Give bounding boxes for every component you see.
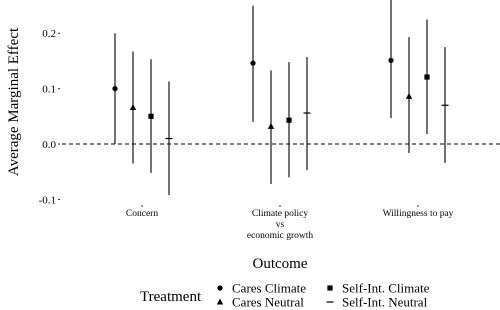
y-tick-label: -0.1 <box>39 194 56 206</box>
point <box>388 57 394 63</box>
point <box>148 113 154 119</box>
point <box>424 74 430 80</box>
point <box>250 60 256 66</box>
point <box>405 92 413 99</box>
point <box>217 285 223 291</box>
point <box>267 122 275 129</box>
legend-title: Treatment <box>140 289 202 305</box>
y-tick-label: 0.2 <box>42 28 56 40</box>
point <box>112 86 118 92</box>
x-axis-title: Outcome <box>253 256 308 272</box>
x-tick-label: Concern <box>126 209 158 219</box>
point <box>129 103 137 110</box>
point <box>327 285 333 291</box>
legend-label: Self-Int. Neutral <box>342 295 428 310</box>
legend-label: Cares Neutral <box>232 295 304 310</box>
x-tick-label: vs <box>276 220 285 230</box>
x-tick-label: Willingness to pay <box>383 209 454 219</box>
legend-label: Self-Int. Climate <box>342 281 430 296</box>
y-tick-label: 0.0 <box>42 139 56 151</box>
y-axis-title: Average Marginal Effect <box>6 27 22 176</box>
y-tick-label: 0.1 <box>42 84 56 96</box>
x-tick-label: economic growth <box>247 231 313 241</box>
point <box>216 298 224 305</box>
x-tick-label: Climate policy <box>252 209 308 219</box>
legend-label: Cares Climate <box>232 281 306 296</box>
point <box>286 117 292 123</box>
